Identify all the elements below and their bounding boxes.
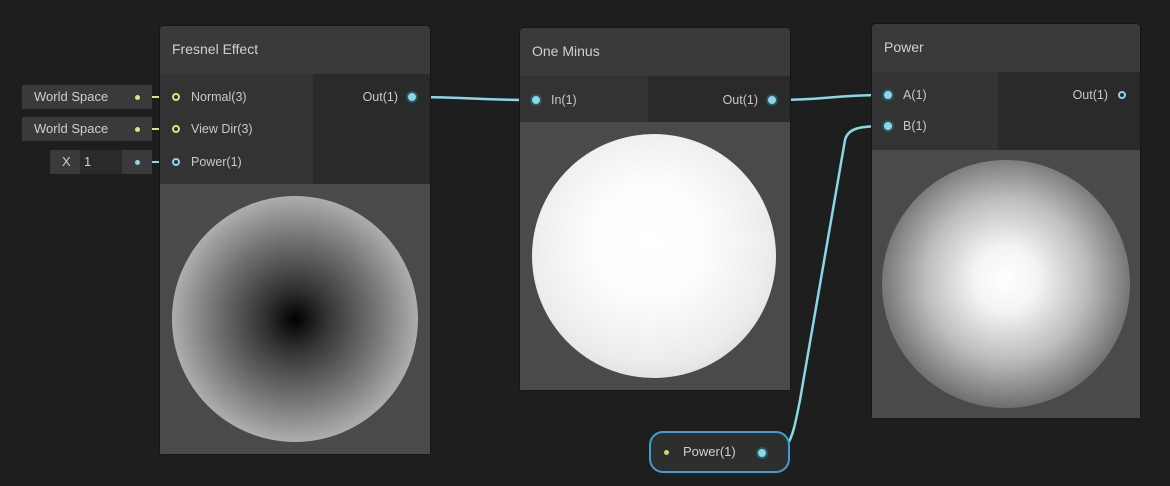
one-minus-inputs: In(1)	[520, 76, 648, 122]
port-one-minus-out[interactable]: Out(1)	[666, 88, 776, 112]
power-ports: A(1) B(1) Out(1)	[872, 72, 1140, 150]
property-indicator-dot	[664, 450, 669, 455]
fresnel-preview-sphere	[172, 196, 418, 442]
port-normal-dot[interactable]	[172, 93, 180, 101]
view-dir-connector-dot	[135, 127, 140, 132]
one-minus-title[interactable]: One Minus	[520, 28, 790, 75]
power-value-input[interactable]: 1	[80, 150, 122, 174]
power-node[interactable]: Power A(1) B(1) Out(1)	[872, 24, 1140, 418]
one-minus-preview-sphere	[532, 134, 776, 378]
port-power-dot[interactable]	[172, 158, 180, 166]
power-inputs: A(1) B(1)	[872, 72, 998, 150]
view-dir-space-field[interactable]: World Space	[22, 117, 152, 141]
one-minus-outputs: Out(1)	[648, 76, 790, 122]
port-in-label: In(1)	[551, 93, 577, 107]
wire-fresnel-to-oneminus[interactable]	[411, 95, 537, 102]
fresnel-preview	[160, 184, 430, 454]
normal-space-label: World Space	[34, 89, 109, 104]
power-preview-sphere	[882, 160, 1130, 408]
port-b-dot[interactable]	[884, 122, 892, 130]
power-title[interactable]: Power	[872, 24, 1140, 71]
port-a-dot[interactable]	[884, 91, 892, 99]
fresnel-effect-title[interactable]: Fresnel Effect	[160, 26, 430, 73]
port-view-dir-dot[interactable]	[172, 125, 180, 133]
port-normal-label: Normal(3)	[191, 90, 247, 104]
port-fresnel-out-label: Out(1)	[362, 90, 398, 104]
port-fresnel-out[interactable]: Out(1)	[316, 85, 416, 109]
power-property-node[interactable]: Power(1)	[649, 431, 790, 473]
fresnel-ports: Normal(3) View Dir(3) Power(1) Out(1)	[160, 74, 430, 184]
one-minus-node[interactable]: One Minus In(1) Out(1)	[520, 28, 790, 390]
port-power-label: Power(1)	[191, 155, 242, 169]
port-power-out-label: Out(1)	[1072, 88, 1108, 102]
port-one-minus-out-dot[interactable]	[768, 96, 776, 104]
port-a-label: A(1)	[903, 88, 927, 102]
property-label: Power(1)	[683, 444, 736, 459]
port-view-dir-label: View Dir(3)	[191, 122, 253, 136]
port-b-label: B(1)	[903, 119, 927, 133]
power-axis-label: X	[62, 154, 71, 169]
power-preview	[872, 150, 1140, 418]
normal-space-field[interactable]: World Space	[22, 85, 152, 109]
fresnel-inputs: Normal(3) View Dir(3) Power(1)	[160, 74, 313, 184]
port-power-out-dot[interactable]	[1118, 91, 1126, 99]
one-minus-ports: In(1) Out(1)	[520, 76, 790, 122]
power-value-field[interactable]: X 1	[50, 150, 152, 174]
property-out-dot[interactable]	[758, 449, 766, 457]
normal-connector-dot	[135, 95, 140, 100]
power-connector-dot	[135, 160, 140, 165]
one-minus-preview	[520, 122, 790, 390]
port-fresnel-out-dot[interactable]	[408, 93, 416, 101]
port-in-dot[interactable]	[532, 96, 540, 104]
port-one-minus-out-label: Out(1)	[722, 93, 758, 107]
view-dir-space-label: World Space	[34, 121, 109, 136]
power-outputs: Out(1)	[998, 72, 1140, 150]
port-power-out[interactable]: Out(1)	[1016, 83, 1126, 107]
fresnel-effect-node[interactable]: Fresnel Effect Normal(3) View Dir(3) Pow…	[160, 26, 430, 454]
fresnel-outputs: Out(1)	[313, 74, 430, 184]
